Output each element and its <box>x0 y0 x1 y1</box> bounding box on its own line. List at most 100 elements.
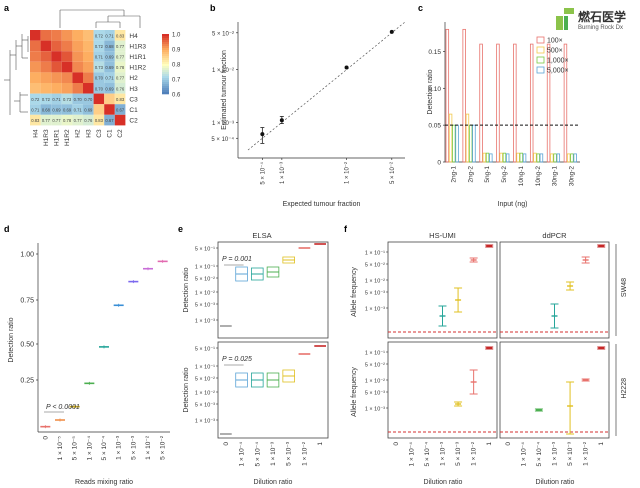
row-label: C1 <box>129 107 138 114</box>
row-label: C3 <box>129 96 138 103</box>
colorbar-segment <box>162 76 169 79</box>
heatmap-cell <box>83 114 94 126</box>
panel-letter-b: b <box>210 3 216 13</box>
heatmap-cell <box>114 40 126 52</box>
heatmap-value: 0.68 <box>42 108 51 113</box>
bar <box>566 153 571 163</box>
y-tick-label: 5 × 10⁻⁴ <box>211 136 234 143</box>
bar <box>550 153 554 163</box>
colorbar-segment <box>162 54 169 57</box>
heatmap-value: 0.73 <box>63 97 72 102</box>
panel-title: ELSA <box>252 231 271 240</box>
heatmap-cell <box>114 104 126 115</box>
heatmap-value: 0.67 <box>116 108 125 113</box>
x-tick-label: 1 × 10⁻³ <box>280 162 286 184</box>
x-tick-label: 2ng-1 <box>450 166 457 183</box>
heatmap-cell <box>104 93 115 105</box>
heatmap-cell <box>61 51 73 62</box>
legend-label: 1,000× <box>547 58 569 65</box>
heatmap-value: 0.76 <box>84 118 93 123</box>
colorbar-tick: 1.0 <box>172 33 181 39</box>
colorbar-segment <box>162 52 169 55</box>
heatmap-cell <box>40 93 52 105</box>
bar <box>472 124 476 163</box>
x-tick-label: 1 × 10⁻³ <box>270 441 277 466</box>
heatmap-cell <box>83 83 94 94</box>
y-tick-label: 1 × 10⁻³ <box>365 307 385 313</box>
heatmap-cell <box>93 93 105 105</box>
heatmap-cell <box>61 93 73 105</box>
legend-label: 100× <box>547 38 563 45</box>
heatmap-value: 0.72 <box>95 44 104 49</box>
colorbar-segment <box>162 64 169 67</box>
colorbar-segment <box>162 90 169 93</box>
heatmap-value: 0.69 <box>105 55 114 60</box>
heatmap-cell <box>93 40 105 52</box>
heatmap-cell <box>40 114 52 126</box>
heatmap-cell <box>72 93 83 105</box>
col-label: H1R1 <box>54 129 61 146</box>
y-tick-label: 1.00 <box>20 252 34 259</box>
x-tick-label: 0 <box>393 442 400 446</box>
heatmap-cell <box>30 40 41 52</box>
colorbar-segment <box>162 84 169 87</box>
colorbar-segment <box>162 82 169 85</box>
x-tick-label: 5 × 10⁻³ <box>567 441 574 466</box>
heatmap-cell <box>114 51 126 62</box>
heatmap-cell <box>104 51 115 62</box>
colorbar-tick: 0.8 <box>172 63 181 69</box>
logo-subtitle: Burning Rock Dx <box>578 25 624 31</box>
colorbar-segment <box>162 58 169 61</box>
colorbar-tick: 0.6 <box>172 93 181 99</box>
x-tick-label: 10ng-1 <box>518 166 525 187</box>
x-tick-label: 1 × 10⁻² <box>471 441 478 466</box>
heatmap-value: 0.69 <box>105 65 114 70</box>
col-label: C3 <box>96 129 103 138</box>
row-label: SW48 <box>621 278 628 297</box>
y-tick-label: 1 × 10⁻³ <box>195 319 215 325</box>
y-tick-label: 1 × 10⁻³ <box>212 121 234 127</box>
bar <box>570 153 574 163</box>
heatmap-cell <box>51 93 62 105</box>
col-label: H4 <box>32 129 39 138</box>
panel-title: HS-UMI <box>429 231 456 240</box>
col-label: H1R3 <box>43 129 50 146</box>
heatmap-cell <box>72 51 83 62</box>
y-tick-label: 1 × 10⁻² <box>195 391 215 397</box>
x-tick-label: 5 × 10⁻⁴ <box>101 436 108 461</box>
col-label: H1R2 <box>64 129 71 146</box>
legend-swatch <box>536 36 545 44</box>
row-label: H1R2 <box>129 65 146 72</box>
colorbar-segment <box>162 66 169 69</box>
x-tick-label: 1 <box>317 442 324 446</box>
colorbar-segment <box>162 72 169 75</box>
heatmap-cell <box>104 40 115 52</box>
heatmap-value: 0.71 <box>31 108 40 113</box>
heatmap-cell <box>72 61 83 73</box>
x-axis-label: Dilution ratio <box>424 479 463 486</box>
x-axis-label: Input (ng) <box>498 201 528 208</box>
plot-frame <box>217 241 329 339</box>
heatmap-cell <box>61 40 73 52</box>
row-label: H4 <box>129 33 138 40</box>
heatmap-cell <box>83 72 94 83</box>
y-tick-label: 1 × 10⁻¹ <box>365 251 385 257</box>
panel-letter-f: f <box>344 224 348 234</box>
heatmap-cell <box>61 114 73 126</box>
heatmap-value: 0.71 <box>74 108 83 113</box>
heatmap-value: 0.71 <box>105 76 114 81</box>
heatmap-value: 0.77 <box>116 76 125 81</box>
bar <box>489 153 493 163</box>
heatmap-cell <box>61 30 73 41</box>
heatmap-cell <box>51 51 62 62</box>
bar <box>485 152 490 163</box>
heatmap-value: 0.70 <box>74 97 83 102</box>
row-label: H2228 <box>621 378 628 399</box>
heatmap-cell <box>40 83 52 94</box>
heatmap-cell <box>30 61 41 73</box>
panel-letter-a: a <box>4 3 10 13</box>
y-axis-label: Detection ratio <box>183 267 190 312</box>
bar <box>445 28 450 163</box>
heatmap-cell <box>93 51 105 62</box>
row-label: H1R1 <box>129 54 146 61</box>
